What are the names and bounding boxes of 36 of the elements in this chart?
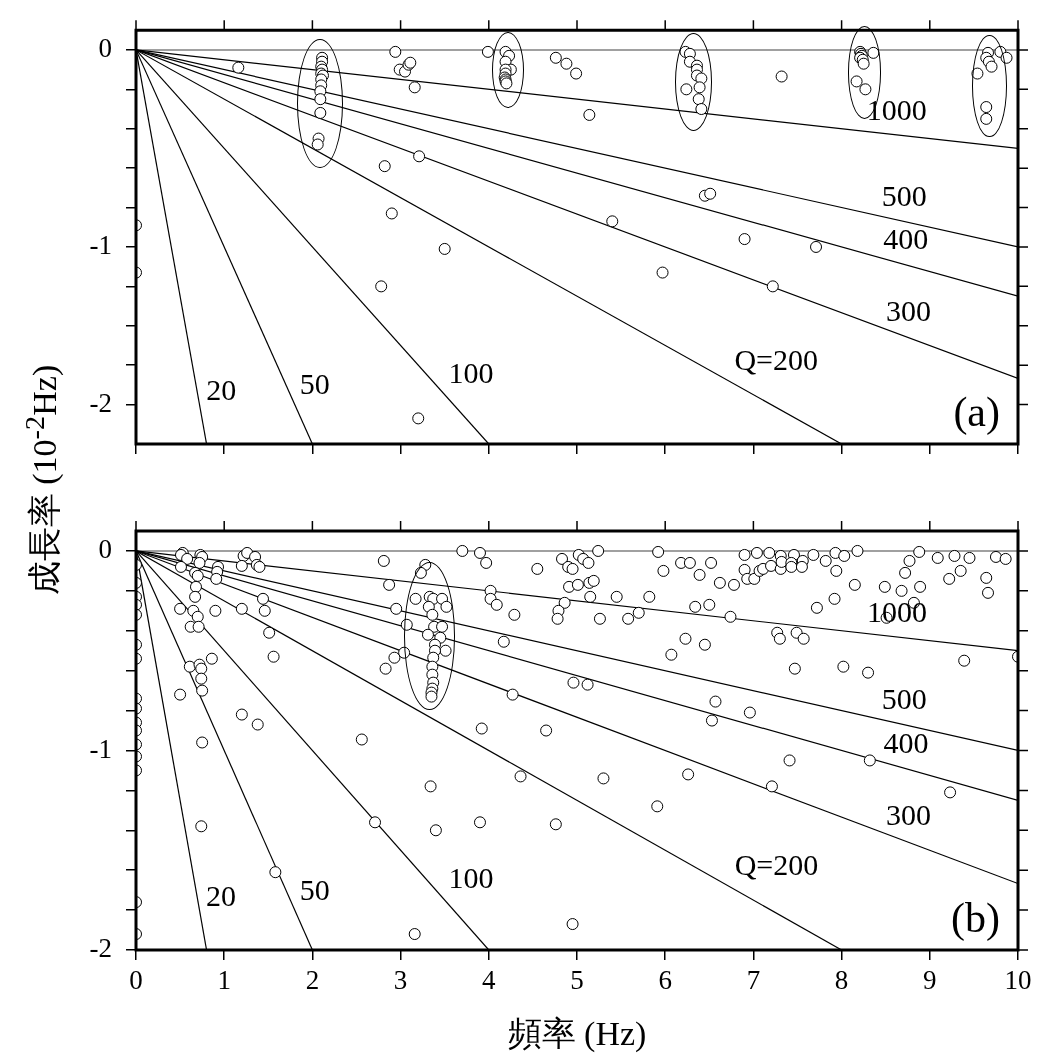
x-tick-label: 3 [393, 965, 408, 996]
series-label: 20 [206, 373, 237, 407]
series-label: 20 [206, 878, 237, 912]
series-label: 500 [881, 682, 927, 716]
y-tick-label: -2 [89, 933, 112, 964]
x-tick-label: 1 [217, 965, 231, 996]
x-axis-title: 頻率 (Hz) [507, 1014, 647, 1053]
series-label: Q=200 [734, 848, 819, 882]
series-label: 50 [299, 872, 330, 906]
y-tick-label: 0 [98, 33, 112, 63]
series-label: 1000 [866, 595, 927, 629]
x-tick-label: 9 [923, 965, 937, 996]
x-tick-label: 8 [834, 965, 849, 996]
annotation: (a) [953, 389, 1000, 437]
y-tick-label: -1 [89, 230, 112, 261]
series-label: 100 [448, 861, 494, 895]
annotation: (b) [951, 895, 1000, 943]
y-tick-label: -2 [89, 387, 112, 418]
series-label: 100 [448, 355, 494, 389]
x-tick-label: 10 [1004, 965, 1032, 996]
series-label: 400 [883, 222, 929, 256]
series-label: 1000 [866, 93, 927, 127]
series-label: 500 [881, 179, 927, 213]
series-label: 50 [299, 367, 330, 401]
x-tick-label: 5 [570, 965, 584, 996]
series-label: 300 [885, 293, 931, 327]
series-label: Q=200 [734, 343, 818, 377]
series-label: 300 [886, 798, 932, 832]
y-tick-label: 0 [98, 534, 112, 565]
y-tick-label: -1 [89, 733, 112, 764]
x-tick-label: 2 [305, 965, 320, 996]
x-tick-label: 0 [129, 965, 143, 996]
x-tick-label: 4 [482, 965, 497, 996]
x-tick-label: 7 [746, 965, 761, 996]
series-label: 400 [883, 725, 929, 759]
x-tick-label: 6 [658, 965, 672, 996]
